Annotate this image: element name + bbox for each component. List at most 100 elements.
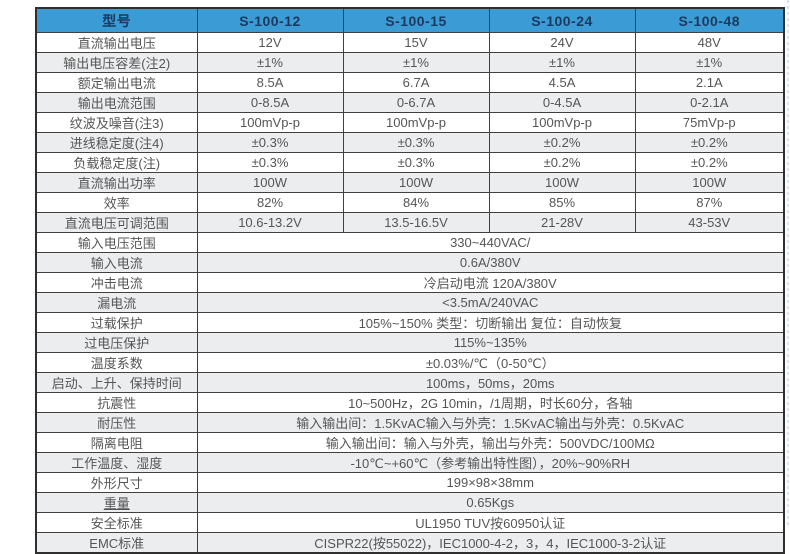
row-label-cell: 冲击电流 — [35, 272, 198, 293]
merged-value-cell: 0.65Kgs — [196, 492, 785, 513]
value-cell: 0-2.1A — [634, 92, 785, 113]
spec-row: 直流输出电压 12V 15V 24V 48V — [35, 32, 785, 53]
value-cell: 48V — [634, 32, 785, 53]
spec-row: 冲击电流 冷启动电流 120A/380V — [35, 272, 785, 293]
spec-row: 输入电压范围 330~440VAC/ — [35, 232, 785, 253]
row-label-cell: 输出电流范围 — [35, 92, 198, 113]
row-label-cell: 输入电流 — [35, 252, 198, 273]
row-label-cell: 负载稳定度(注) — [35, 152, 198, 173]
spec-row: 过载保护 105%~150% 类型：切断输出 复位：自动恢复 — [35, 312, 785, 333]
spec-row: 纹波及噪音(注3) 100mVp-p 100mVp-p 100mVp-p 75m… — [35, 112, 785, 133]
value-cell: 75mVp-p — [634, 112, 785, 133]
merged-value-cell: 冷启动电流 120A/380V — [196, 272, 785, 293]
row-label-cell: 耐压性 — [35, 412, 198, 433]
model-header-cell: S-100-48 — [634, 7, 785, 33]
value-cell: 100mVp-p — [342, 112, 490, 133]
value-cell: 100W — [196, 172, 344, 193]
model-header-cell: S-100-15 — [342, 7, 490, 33]
value-cell: 87% — [634, 192, 785, 213]
spec-table: 型号 S-100-12 S-100-15 S-100-24 S-100-48 直… — [35, 7, 785, 554]
value-cell: ±0.3% — [196, 152, 344, 173]
row-label-cell: 直流输出电压 — [35, 32, 198, 53]
value-cell: ±0.2% — [634, 152, 785, 173]
merged-value-cell: UL1950 TUV按60950认证 — [196, 512, 785, 533]
merged-value-cell: CISPR22(按55022)，IEC1000-4-2，3，4，IEC1000-… — [196, 532, 785, 554]
weight-row-label[interactable]: 重量 — [35, 492, 198, 513]
merged-value-cell: 199×98×38mm — [196, 472, 785, 493]
weight-link[interactable]: 重量 — [103, 496, 130, 511]
value-cell: 21-28V — [488, 212, 636, 233]
value-cell: 13.5-16.5V — [342, 212, 490, 233]
spec-row: 效率 82% 84% 85% 87% — [35, 192, 785, 213]
merged-value-cell: 330~440VAC/ — [196, 232, 785, 253]
model-header-cell: S-100-12 — [196, 7, 344, 33]
value-cell: 84% — [342, 192, 490, 213]
value-cell: ±1% — [634, 52, 785, 73]
model-label-header: 型号 — [35, 7, 198, 33]
value-cell: 15V — [342, 32, 490, 53]
spec-row: 输入电流 0.6A/380V — [35, 252, 785, 273]
row-label-cell: 输出电压容差(注2) — [35, 52, 198, 73]
value-cell: ±1% — [488, 52, 636, 73]
spec-row: 抗震性 10~500Hz，2G 10min，/1周期，时长60分，各轴 — [35, 392, 785, 413]
row-label-cell: 温度系数 — [35, 352, 198, 373]
merged-value-cell: 0.6A/380V — [196, 252, 785, 273]
merged-value-cell: ±0.03%/℃（0-50℃） — [196, 352, 785, 373]
value-cell: 100W — [488, 172, 636, 193]
spec-row: 隔离电阻 输入输出间：输入与外壳，输出与外壳：500VDC/100MΩ — [35, 432, 785, 453]
value-cell: ±1% — [196, 52, 344, 73]
row-label-cell: 输入电压范围 — [35, 232, 198, 253]
spec-row: 温度系数 ±0.03%/℃（0-50℃） — [35, 352, 785, 373]
value-cell: 0-8.5A — [196, 92, 344, 113]
value-cell: 12V — [196, 32, 344, 53]
value-cell: 4.5A — [488, 72, 636, 93]
row-label-cell: 启动、上升、保持时间 — [35, 372, 198, 393]
merged-value-cell: 115%~135% — [196, 332, 785, 353]
page-right-edge-divider — [787, 0, 789, 527]
row-label-cell: 外形尺寸 — [35, 472, 198, 493]
spec-row: 负载稳定度(注) ±0.3% ±0.3% ±0.2% ±0.2% — [35, 152, 785, 173]
value-cell: 10.6-13.2V — [196, 212, 344, 233]
spec-row: EMC标准 CISPR22(按55022)，IEC1000-4-2，3，4，IE… — [35, 532, 785, 554]
spec-row: 安全标准 UL1950 TUV按60950认证 — [35, 512, 785, 533]
value-cell: 100mVp-p — [196, 112, 344, 133]
row-label-cell: 额定输出电流 — [35, 72, 198, 93]
spec-row: 额定输出电流 8.5A 6.7A 4.5A 2.1A — [35, 72, 785, 93]
merged-value-cell: <3.5mA/240VAC — [196, 292, 785, 313]
value-cell: ±0.3% — [342, 152, 490, 173]
value-cell: 8.5A — [196, 72, 344, 93]
spec-row: 启动、上升、保持时间 100ms，50ms，20ms — [35, 372, 785, 393]
spec-row: 直流电压可调范围 10.6-13.2V 13.5-16.5V 21-28V 43… — [35, 212, 785, 233]
row-label-cell: 进线稳定度(注4) — [35, 132, 198, 153]
value-cell: 2.1A — [634, 72, 785, 93]
spec-row: 输出电压容差(注2) ±1% ±1% ±1% ±1% — [35, 52, 785, 73]
value-cell: 100mVp-p — [488, 112, 636, 133]
merged-value-cell: 10~500Hz，2G 10min，/1周期，时长60分，各轴 — [196, 392, 785, 413]
value-cell: 6.7A — [342, 72, 490, 93]
spec-row: 漏电流 <3.5mA/240VAC — [35, 292, 785, 313]
header-row: 型号 S-100-12 S-100-15 S-100-24 S-100-48 — [35, 7, 785, 33]
row-label-cell: 工作温度、湿度 — [35, 452, 198, 473]
spec-row: 输出电流范围 0-8.5A 0-6.7A 0-4.5A 0-2.1A — [35, 92, 785, 113]
merged-value-cell: -10℃~+60℃（参考输出特性图），20%~90%RH — [196, 452, 785, 473]
value-cell: ±0.2% — [488, 152, 636, 173]
row-label-cell: 过电压保护 — [35, 332, 198, 353]
spec-row: 重量 0.65Kgs — [35, 492, 785, 513]
spec-row: 进线稳定度(注4) ±0.3% ±0.3% ±0.2% ±0.2% — [35, 132, 785, 153]
spec-row: 过电压保护 115%~135% — [35, 332, 785, 353]
value-cell: ±1% — [342, 52, 490, 73]
value-cell: 85% — [488, 192, 636, 213]
value-cell: ±0.2% — [634, 132, 785, 153]
spec-row: 工作温度、湿度 -10℃~+60℃（参考输出特性图），20%~90%RH — [35, 452, 785, 473]
row-label-cell: 直流电压可调范围 — [35, 212, 198, 233]
row-label-cell: 隔离电阻 — [35, 432, 198, 453]
merged-value-cell: 105%~150% 类型：切断输出 复位：自动恢复 — [196, 312, 785, 333]
model-header-cell: S-100-24 — [488, 7, 636, 33]
value-cell: ±0.3% — [196, 132, 344, 153]
merged-value-cell: 输入输出间：1.5KvAC输入与外壳：1.5KvAC输出与外壳：0.5KvAC — [196, 412, 785, 433]
row-label-cell: 纹波及噪音(注3) — [35, 112, 198, 133]
spec-row: 外形尺寸 199×98×38mm — [35, 472, 785, 493]
value-cell: 0-6.7A — [342, 92, 490, 113]
value-cell: 100W — [342, 172, 490, 193]
spec-row: 直流输出功率 100W 100W 100W 100W — [35, 172, 785, 193]
